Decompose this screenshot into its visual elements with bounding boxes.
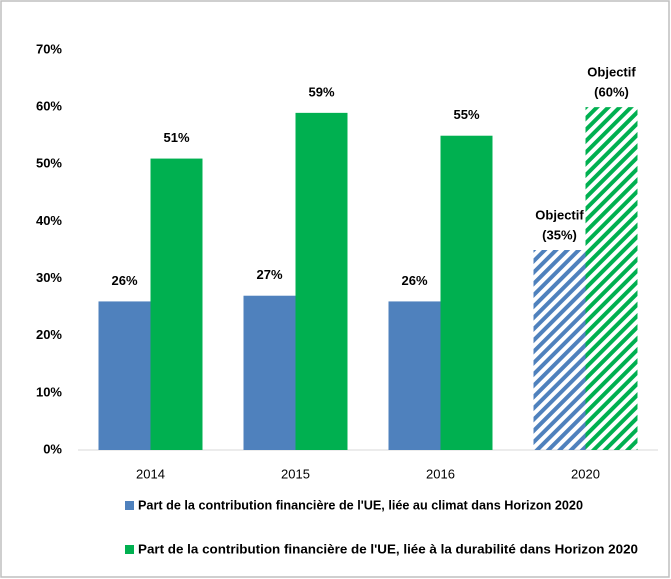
y-tick-label: 50% <box>36 156 62 171</box>
value-label: 59% <box>308 84 334 99</box>
x-tick-label: 2015 <box>281 466 310 481</box>
bar <box>388 301 441 450</box>
bar <box>585 107 638 451</box>
legend-label: Part de la contribution financière de l'… <box>138 541 638 556</box>
value-label: 26% <box>401 273 427 288</box>
value-label: Objectif <box>535 207 584 222</box>
bar <box>98 301 151 450</box>
value-label: 51% <box>163 130 189 145</box>
y-tick-label: 60% <box>36 99 62 114</box>
y-tick-label: 40% <box>36 213 62 228</box>
value-label: 26% <box>111 273 137 288</box>
value-label: Objectif <box>587 65 636 80</box>
y-tick-label: 70% <box>36 41 62 56</box>
value-label: (60%) <box>594 85 629 100</box>
bar <box>533 250 586 450</box>
y-tick-label: 30% <box>36 270 62 285</box>
y-tick-label: 0% <box>43 441 62 456</box>
legend-marker <box>125 545 134 554</box>
value-label: (35%) <box>542 227 577 242</box>
x-tick-label: 2020 <box>571 466 600 481</box>
y-tick-label: 20% <box>36 327 62 342</box>
legend-label: Part de la contribution financière de l'… <box>138 497 583 512</box>
bar <box>150 158 203 451</box>
value-label: 27% <box>256 267 282 282</box>
legend-marker <box>125 501 134 510</box>
x-tick-label: 2014 <box>136 466 165 481</box>
x-tick-label: 2016 <box>426 466 455 481</box>
y-tick-label: 10% <box>36 384 62 399</box>
value-label: 55% <box>453 107 479 122</box>
bar <box>295 112 348 450</box>
bar <box>243 295 296 450</box>
bar <box>440 135 493 450</box>
